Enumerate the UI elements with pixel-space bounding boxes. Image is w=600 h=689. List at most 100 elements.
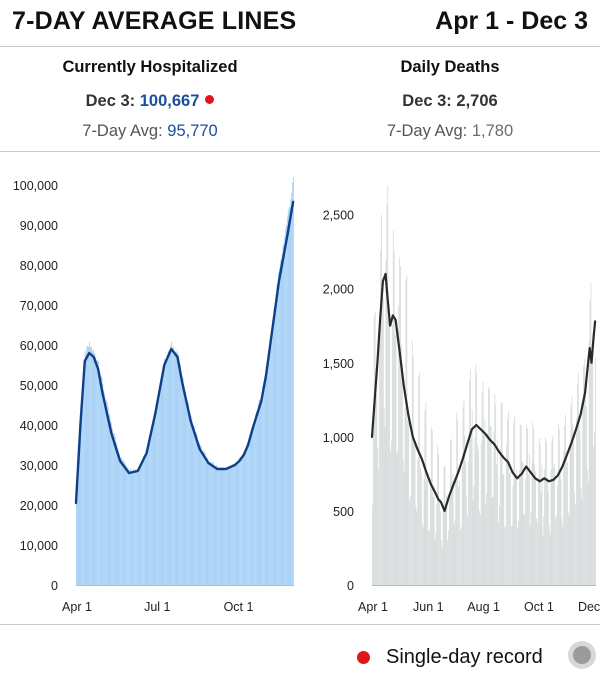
daily-bar <box>205 455 207 585</box>
daily-bar <box>99 372 101 585</box>
daily-bar <box>442 509 444 585</box>
daily-bar <box>525 479 527 585</box>
daily-bar <box>420 467 421 585</box>
daily-bar <box>390 451 391 585</box>
daily-bar <box>102 383 104 585</box>
daily-bar <box>136 469 137 585</box>
daily-bar <box>98 369 100 585</box>
daily-bar <box>402 459 404 585</box>
daily-bar <box>166 359 167 585</box>
daily-bar <box>231 466 233 585</box>
daily-bar <box>488 386 489 585</box>
avg-deaths-value: 1,780 <box>471 122 514 140</box>
daily-bar <box>385 258 387 585</box>
daily-bar <box>455 479 457 585</box>
daily-bar <box>242 453 244 585</box>
daily-bar <box>289 206 291 586</box>
daily-bar <box>97 360 98 585</box>
daily-bar <box>98 361 99 585</box>
daily-bar <box>202 451 203 585</box>
daily-bar <box>177 353 179 585</box>
daily-bar <box>538 438 540 585</box>
daily-bar <box>258 400 260 585</box>
daily-bar <box>375 368 377 585</box>
daily-bar <box>271 331 272 585</box>
daily-bar <box>236 461 238 585</box>
daily-bar <box>176 352 178 585</box>
daily-bar <box>222 467 224 585</box>
daily-bar <box>137 468 139 585</box>
daily-bar <box>115 441 117 585</box>
daily-bar <box>418 376 420 585</box>
daily-bar <box>509 472 511 585</box>
daily-bar <box>448 530 449 585</box>
daily-bar <box>517 527 518 585</box>
daily-bar <box>146 449 148 585</box>
daily-bar <box>91 351 93 585</box>
daily-bar <box>178 354 180 585</box>
daily-bar <box>420 473 422 585</box>
daily-bar <box>539 443 541 585</box>
daily-bar <box>532 422 534 585</box>
daily-bar <box>415 505 417 585</box>
page-title: 7-DAY AVERAGE LINES <box>12 7 297 35</box>
daily-bar <box>464 435 466 585</box>
daily-bar <box>417 459 419 585</box>
daily-bar <box>549 534 551 585</box>
daily-bar <box>158 388 160 585</box>
daily-bar <box>221 467 223 585</box>
daily-bar <box>108 413 110 585</box>
daily-bar <box>437 445 439 585</box>
daily-bar <box>398 305 400 585</box>
daily-bar <box>477 444 478 585</box>
daily-bar <box>399 257 400 585</box>
daily-bar <box>201 446 203 585</box>
daily-bar <box>77 459 79 585</box>
daily-bar <box>380 250 381 585</box>
daily-bar <box>454 519 456 585</box>
daily-bar <box>570 406 572 585</box>
daily-bar <box>293 177 294 585</box>
daily-bar <box>281 253 283 585</box>
y-tick-label: 20,000 <box>20 499 58 513</box>
daily-bar <box>533 429 535 585</box>
daily-bar <box>586 469 588 585</box>
daily-bar <box>157 398 158 585</box>
divider <box>0 624 600 625</box>
daily-bar <box>514 415 516 585</box>
daily-bar <box>111 422 113 585</box>
daily-bar <box>508 473 510 585</box>
daily-bar <box>401 344 402 585</box>
daily-bar <box>547 477 548 585</box>
daily-bar <box>377 448 379 585</box>
daily-bar <box>507 419 508 585</box>
daily-bar <box>124 463 126 585</box>
daily-bar <box>439 501 440 585</box>
daily-bar <box>234 465 236 585</box>
daily-bar <box>100 375 102 585</box>
y-tick-label: 30,000 <box>20 459 58 473</box>
daily-bar <box>529 525 531 585</box>
daily-bar <box>122 460 124 585</box>
daily-bar <box>238 461 240 585</box>
daily-bar <box>185 391 187 585</box>
daily-bar <box>188 402 189 585</box>
daily-bar <box>207 457 209 585</box>
daily-bar <box>469 380 470 585</box>
daily-bar <box>404 407 406 585</box>
daily-bar <box>192 424 194 585</box>
daily-bar <box>480 443 482 585</box>
hospitalized-summary: Currently Hospitalized Dec 3: 100,667 7-… <box>0 46 300 151</box>
daily-bar <box>232 464 233 585</box>
daily-bar <box>109 415 111 585</box>
daily-bar <box>113 432 114 585</box>
y-tick-label: 1,500 <box>323 357 354 371</box>
daily-bar <box>172 348 173 585</box>
daily-bar <box>447 540 449 585</box>
daily-bar <box>220 467 222 585</box>
daily-bar <box>387 185 389 585</box>
daily-bar <box>462 407 464 585</box>
daily-bar <box>472 499 474 585</box>
daily-bar <box>148 441 150 585</box>
daily-bar <box>193 425 195 585</box>
